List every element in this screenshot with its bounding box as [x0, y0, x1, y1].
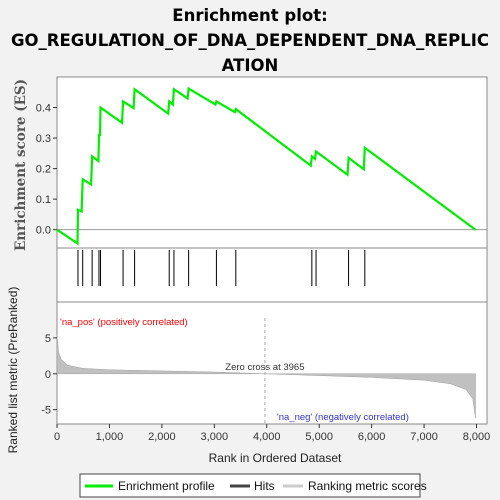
ranking-axis-label: Ranked list metric (PreRanked) — [6, 287, 20, 454]
es-y-tick-label: 0.2 — [36, 164, 51, 176]
x-tick-label: 0 — [54, 431, 60, 443]
x-tick-label: 3,000 — [201, 431, 229, 443]
x-tick-label: 1,000 — [96, 431, 124, 443]
title-line-1: Enrichment plot: — [172, 6, 327, 25]
rank-y-tick-label: 5 — [45, 333, 51, 345]
negative-correlation-label: 'na_neg' (negatively correlated) — [277, 412, 409, 423]
x-tick-label: 5,000 — [305, 431, 333, 443]
x-tick-label: 4,000 — [253, 431, 281, 443]
x-axis-label: Rank in Ordered Dataset — [209, 451, 342, 465]
es-panel-background — [56, 76, 488, 249]
x-tick-label: 2,000 — [148, 431, 176, 443]
es-y-tick-label: 0.3 — [36, 133, 51, 145]
rank-y-tick-label: 0 — [45, 369, 51, 381]
enrichment-profile-line — [56, 86, 477, 246]
title-line-2: GO_REGULATION_OF_DNA_DEPENDENT_DNA_REPLI… — [11, 31, 489, 50]
es-axis-label: Enrichment score (ES) — [13, 79, 29, 251]
legend-enrichment-label: Enrichment profile — [118, 479, 215, 493]
x-tick-label: 7,000 — [410, 431, 438, 443]
ranking-panel-background — [56, 301, 488, 425]
legend-ranking-label: Ranking metric scores — [308, 479, 427, 493]
title-line-3: ATION — [222, 56, 279, 75]
rank-y-tick-label: -5 — [41, 405, 51, 417]
zero-cross-label: Zero cross at 3965 — [225, 362, 304, 373]
x-tick-label: 8,000 — [463, 431, 491, 443]
legend-hits-label: Hits — [254, 479, 275, 493]
es-y-tick-label: 0.0 — [36, 225, 51, 237]
x-tick-label: 6,000 — [358, 431, 386, 443]
positive-correlation-label: 'na_pos' (positively correlated) — [60, 317, 188, 328]
hits-panel-background — [56, 247, 488, 303]
es-y-tick-label: 0.4 — [36, 103, 51, 115]
es-y-tick-label: 0.1 — [36, 194, 51, 206]
